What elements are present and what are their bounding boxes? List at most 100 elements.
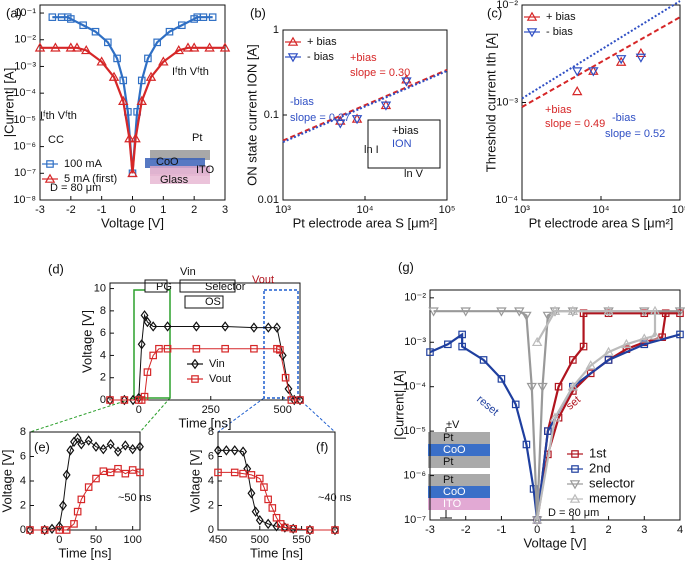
fit-line bbox=[282, 68, 448, 142]
marker bbox=[661, 309, 670, 318]
marker bbox=[567, 381, 579, 391]
x-tick-label: 10⁴ bbox=[357, 204, 374, 216]
x-tick-label: 1 bbox=[570, 524, 576, 536]
x-tick-label: 500 bbox=[274, 404, 292, 416]
y-tick-label: 0.01 bbox=[258, 194, 279, 206]
y-tick-label: 10⁻⁴ bbox=[403, 381, 426, 393]
y-axis-label: ON state current ION [A] bbox=[244, 44, 259, 186]
marker bbox=[603, 346, 614, 356]
marker bbox=[136, 95, 147, 106]
y-tick-label: 6 bbox=[208, 450, 214, 462]
y-axis-label: |Current| [A] bbox=[391, 370, 406, 440]
x-tick-label: -3 bbox=[425, 524, 435, 536]
legend-label: memory bbox=[589, 490, 636, 505]
annotation: ION bbox=[392, 138, 412, 150]
marker bbox=[649, 305, 661, 316]
y-tick-label: 10 bbox=[94, 282, 106, 294]
annotation: Pt bbox=[192, 132, 202, 144]
x-axis-label: Time [ns] bbox=[179, 415, 232, 430]
marker bbox=[458, 342, 466, 351]
marker bbox=[401, 77, 412, 87]
x-tick-label: 0 bbox=[56, 534, 62, 546]
x-tick-label: 100 bbox=[123, 534, 141, 546]
marker bbox=[276, 346, 284, 354]
legend-label: - bias bbox=[546, 26, 573, 38]
marker bbox=[640, 340, 649, 349]
series-line bbox=[536, 312, 680, 521]
marker bbox=[272, 521, 281, 532]
marker bbox=[65, 42, 77, 52]
marker bbox=[130, 133, 141, 143]
circuit-block bbox=[184, 295, 224, 309]
marker bbox=[230, 445, 239, 456]
annotation: ±V bbox=[446, 419, 460, 431]
marker bbox=[586, 369, 595, 378]
series-line bbox=[536, 310, 657, 521]
annotation: CoO bbox=[156, 156, 179, 168]
stack-layer bbox=[428, 474, 490, 486]
marker bbox=[108, 71, 120, 81]
marker bbox=[230, 468, 239, 477]
x-tick-label: 2 bbox=[191, 204, 197, 216]
marker bbox=[571, 67, 583, 77]
marker bbox=[649, 330, 661, 340]
marker bbox=[145, 71, 157, 81]
marker bbox=[182, 42, 194, 52]
x-tick-label: 10⁴ bbox=[593, 204, 610, 216]
marker bbox=[351, 115, 363, 125]
marker bbox=[306, 526, 314, 534]
x-axis-label: Time [ns] bbox=[250, 545, 303, 560]
annotation: D = 80 μm bbox=[548, 507, 599, 519]
marker bbox=[221, 321, 230, 332]
legend-label: selector bbox=[589, 475, 635, 490]
stack-layer bbox=[428, 444, 490, 456]
marker bbox=[289, 523, 298, 534]
marker bbox=[247, 471, 256, 479]
x-tick-label: 3 bbox=[222, 204, 228, 216]
x-tick-label: 10⁵ bbox=[672, 204, 685, 216]
legend-label: 100 mA bbox=[64, 158, 103, 170]
legend-marker bbox=[571, 450, 579, 458]
x-tick-label: 1 bbox=[160, 204, 166, 216]
y-tick-label: 10⁻⁶ bbox=[13, 140, 36, 152]
x-tick-label: 10⁵ bbox=[439, 204, 456, 216]
marker bbox=[674, 307, 685, 317]
marker bbox=[120, 396, 129, 404]
annotation: (b) bbox=[250, 5, 266, 20]
y-tick-label: 0 bbox=[20, 524, 26, 536]
marker bbox=[639, 333, 650, 343]
marker bbox=[155, 344, 163, 353]
y-tick-label: 10⁻⁴ bbox=[13, 87, 36, 99]
marker bbox=[104, 38, 112, 47]
marker bbox=[192, 321, 201, 332]
annotation: Vin bbox=[180, 266, 196, 278]
marker bbox=[55, 526, 64, 534]
marker bbox=[635, 47, 647, 58]
marker bbox=[204, 42, 215, 52]
annotation: (g) bbox=[398, 259, 414, 274]
marker bbox=[77, 495, 86, 504]
annotation: Iᶠth Vᶠth bbox=[40, 110, 77, 122]
y-axis-label: Voltage [V] bbox=[79, 310, 94, 373]
y-tick-label: 10⁻³ bbox=[496, 96, 518, 108]
y-tick-label: 10⁻¹ bbox=[14, 7, 36, 19]
marker bbox=[106, 396, 114, 404]
marker bbox=[136, 468, 144, 477]
marker bbox=[192, 344, 201, 353]
marker bbox=[128, 466, 137, 474]
marker bbox=[92, 441, 100, 452]
marker bbox=[91, 27, 100, 36]
annotation: +bias bbox=[350, 52, 377, 64]
marker bbox=[163, 344, 172, 353]
marker bbox=[144, 54, 152, 63]
marker bbox=[569, 356, 577, 364]
marker bbox=[579, 309, 588, 318]
marker bbox=[615, 56, 627, 66]
x-tick-label: 250 bbox=[202, 404, 220, 416]
marker bbox=[554, 382, 563, 391]
marker bbox=[59, 500, 67, 511]
marker bbox=[460, 307, 471, 317]
legend-label: Vout bbox=[209, 373, 231, 385]
marker bbox=[71, 42, 83, 52]
marker bbox=[73, 507, 82, 516]
